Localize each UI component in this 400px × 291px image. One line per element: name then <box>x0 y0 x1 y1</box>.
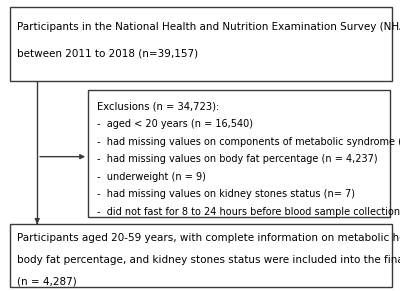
Text: -  did not fast for 8 to 24 hours before blood sample collection (147): - did not fast for 8 to 24 hours before … <box>97 207 400 217</box>
Text: -  aged < 20 years (n = 16,540): - aged < 20 years (n = 16,540) <box>97 119 253 129</box>
Text: Exclusions (n = 34,723):: Exclusions (n = 34,723): <box>97 101 219 111</box>
FancyBboxPatch shape <box>10 7 392 81</box>
Text: Participants in the National Health and Nutrition Examination Survey (NHANES): Participants in the National Health and … <box>17 22 400 32</box>
FancyBboxPatch shape <box>88 90 390 217</box>
Text: -  had missing values on kidney stones status (n= 7): - had missing values on kidney stones st… <box>97 189 355 199</box>
Text: between 2011 to 2018 (n=39,157): between 2011 to 2018 (n=39,157) <box>17 48 198 58</box>
FancyBboxPatch shape <box>10 224 392 287</box>
Text: (n = 4,287): (n = 4,287) <box>17 276 77 286</box>
Text: -  had missing values on components of metabolic syndrome (n = 13,930): - had missing values on components of me… <box>97 137 400 147</box>
Text: -  had missing values on body fat percentage (n = 4,237): - had missing values on body fat percent… <box>97 154 378 164</box>
Text: body fat percentage, and kidney stones status were included into the final analy: body fat percentage, and kidney stones s… <box>17 255 400 265</box>
Text: Participants aged 20-59 years, with complete information on metabolic health sta: Participants aged 20-59 years, with comp… <box>17 233 400 243</box>
Text: -  underweight (n = 9): - underweight (n = 9) <box>97 172 206 182</box>
